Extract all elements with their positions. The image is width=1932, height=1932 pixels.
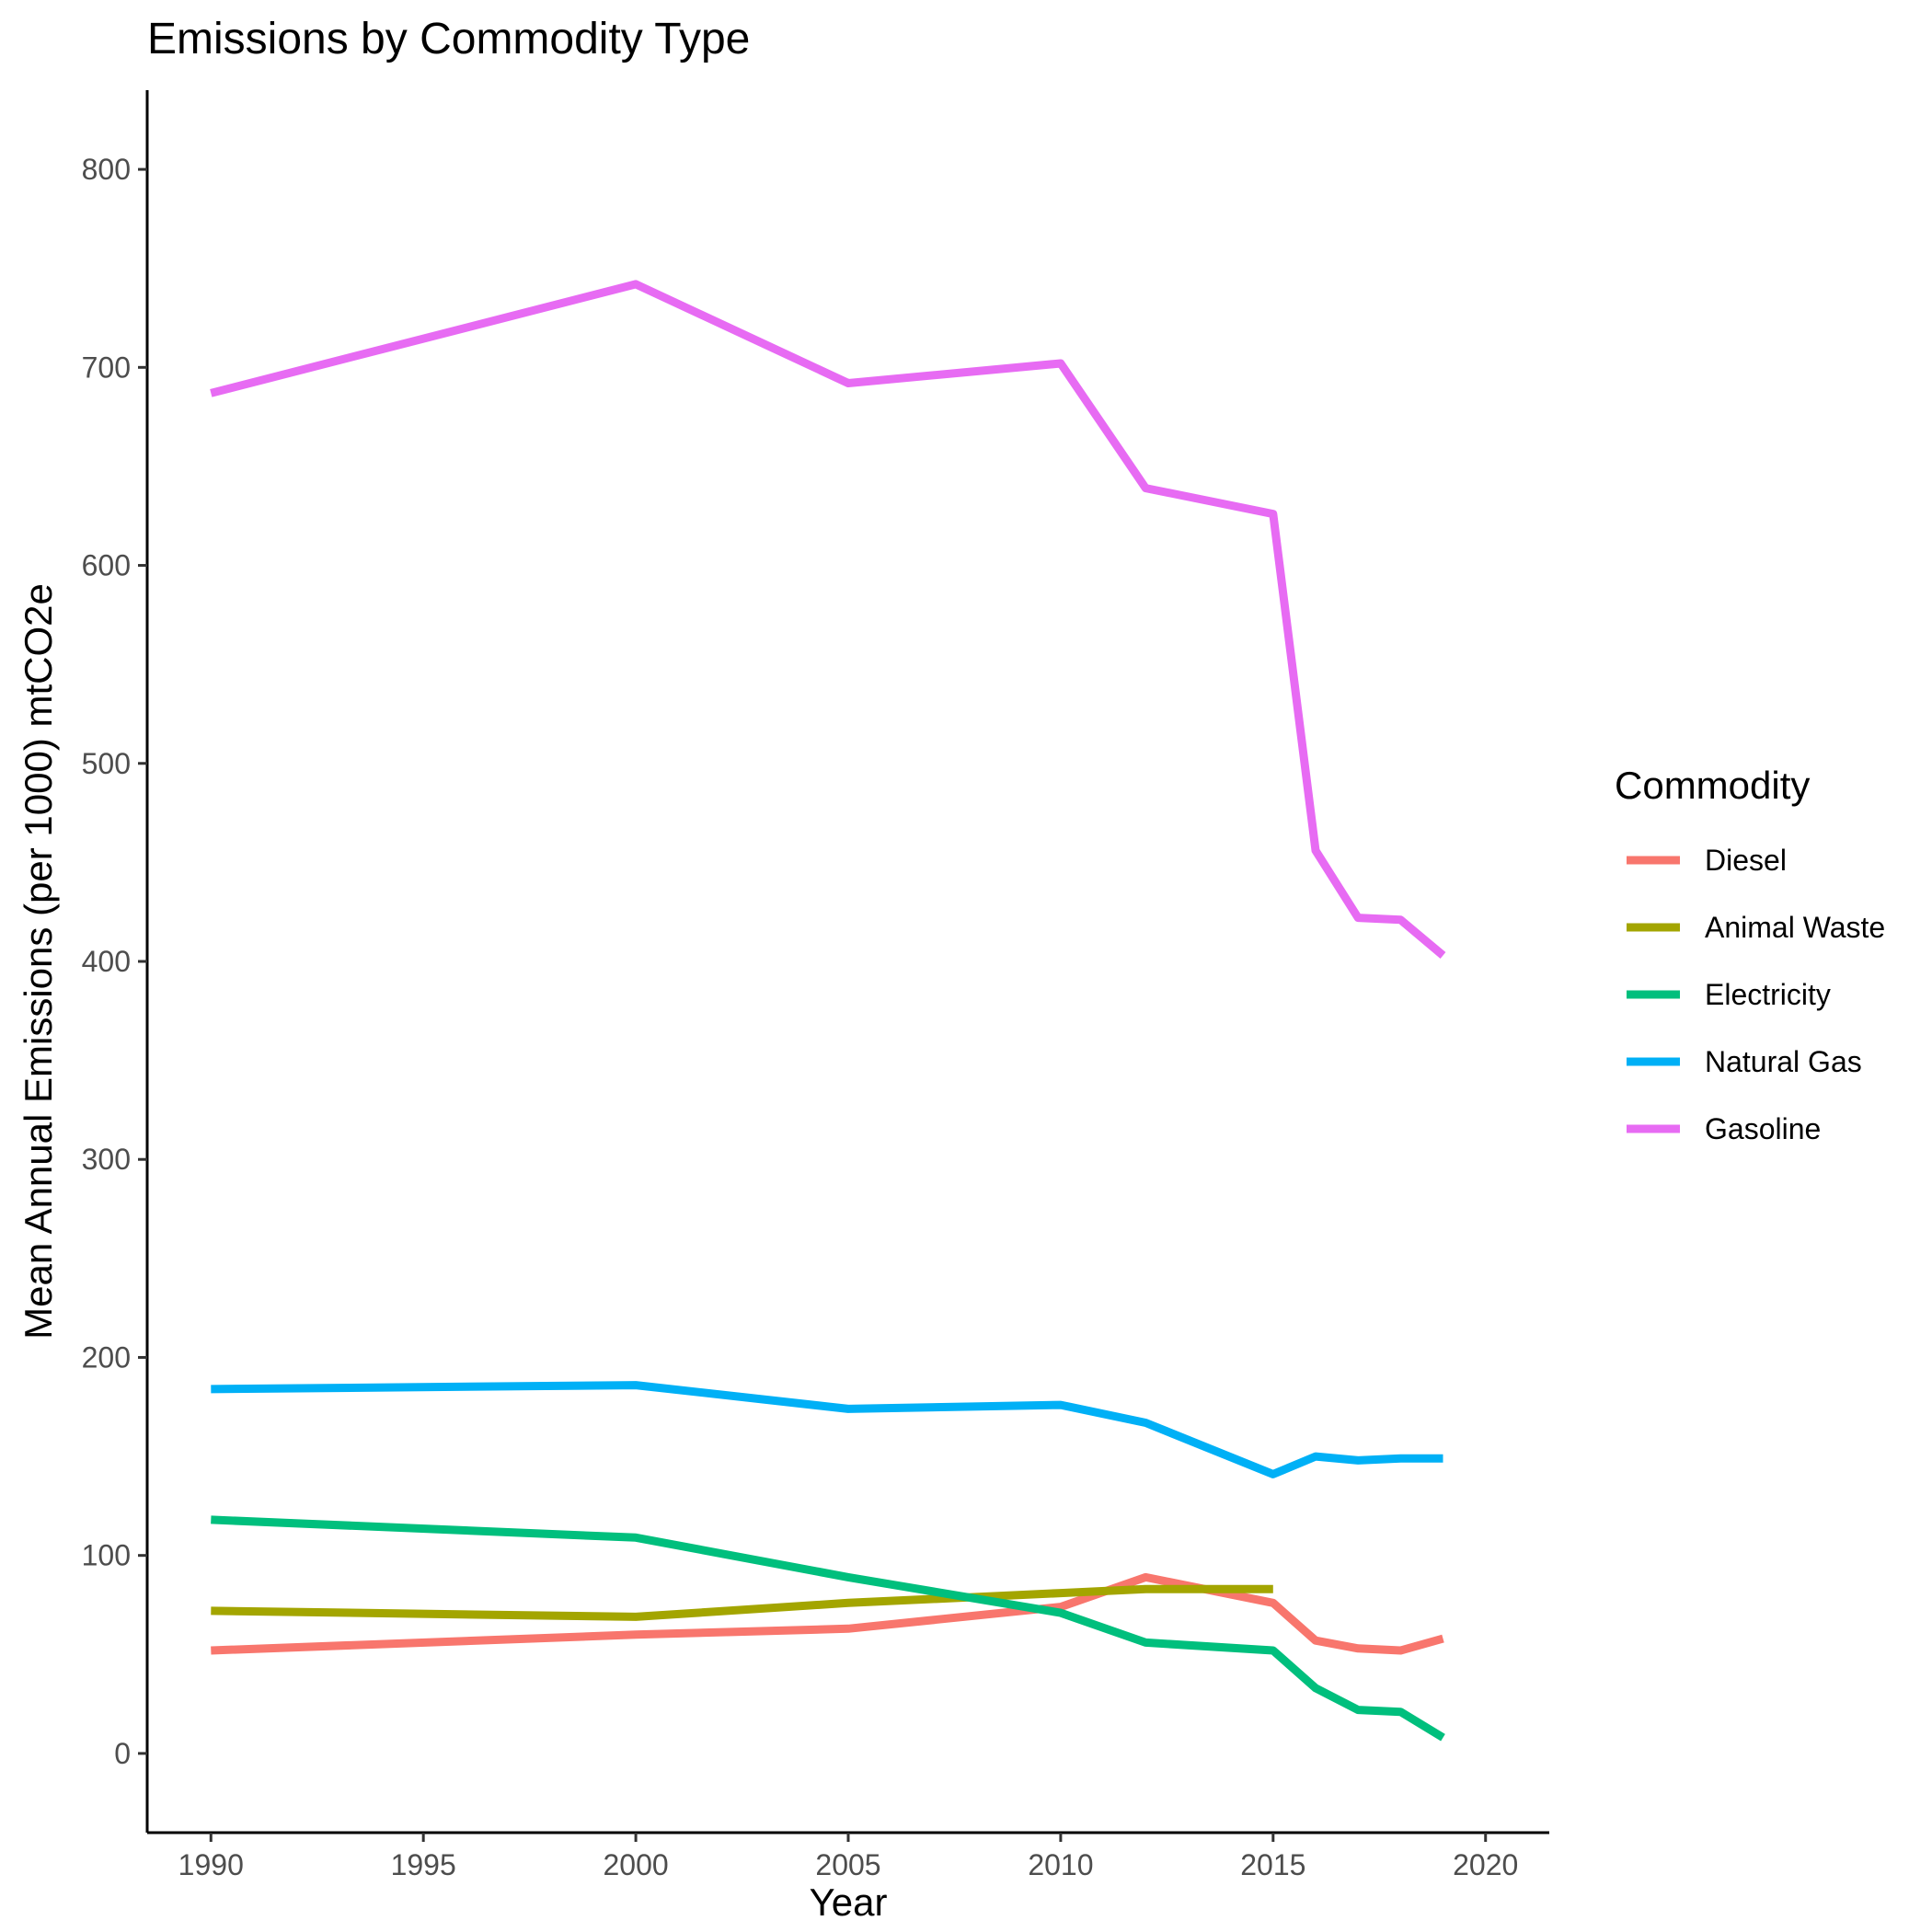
x-tick-label: 2005	[815, 1848, 880, 1881]
x-tick-label: 1995	[391, 1848, 456, 1881]
y-tick-label: 700	[82, 351, 131, 384]
y-tick-label: 100	[82, 1539, 131, 1572]
x-tick-label: 2020	[1453, 1848, 1518, 1881]
legend-label-natural-gas: Natural Gas	[1705, 1045, 1862, 1078]
y-tick-label: 0	[114, 1737, 131, 1770]
chart-title: Emissions by Commodity Type	[147, 15, 750, 63]
y-axis-title: Mean Annual Emissions (per 1000) mtCO2e	[17, 583, 60, 1340]
x-tick-label: 1990	[178, 1848, 244, 1881]
y-tick-label: 200	[82, 1340, 131, 1374]
legend-label-animal-waste: Animal Waste	[1705, 911, 1885, 944]
y-tick-label: 500	[82, 747, 131, 780]
x-tick-label: 2000	[603, 1848, 668, 1881]
legend-label-diesel: Diesel	[1705, 844, 1787, 877]
y-tick-label: 800	[82, 153, 131, 186]
y-axis-ticks: 0 100 200 300 400 500 600 700 800	[82, 153, 147, 1770]
series-line-electricity	[211, 1515, 1445, 1742]
legend-label-gasoline: Gasoline	[1705, 1112, 1821, 1145]
legend-items: Diesel Animal Waste Electricity Natural Gas…	[1627, 844, 1885, 1145]
series-line-natural-gas	[211, 1381, 1443, 1478]
x-axis-title: Year	[810, 1880, 888, 1924]
y-tick-label: 400	[82, 945, 131, 978]
series-layer	[210, 280, 1446, 1742]
series-line-gasoline	[210, 280, 1446, 959]
x-tick-label: 2015	[1240, 1848, 1305, 1881]
y-tick-label: 600	[82, 549, 131, 582]
y-tick-label: 300	[82, 1143, 131, 1176]
legend-title: Commodity	[1615, 764, 1810, 807]
series-line-animal-waste	[211, 1584, 1273, 1621]
x-tick-label: 2010	[1028, 1848, 1093, 1881]
legend-label-electricity: Electricity	[1705, 978, 1831, 1011]
legend: Commodity Diesel Animal Waste Electricity N…	[1615, 764, 1885, 1145]
x-axis-ticks: 1990 1995 2000 2005 2010 2015 2020	[178, 1833, 1518, 1881]
